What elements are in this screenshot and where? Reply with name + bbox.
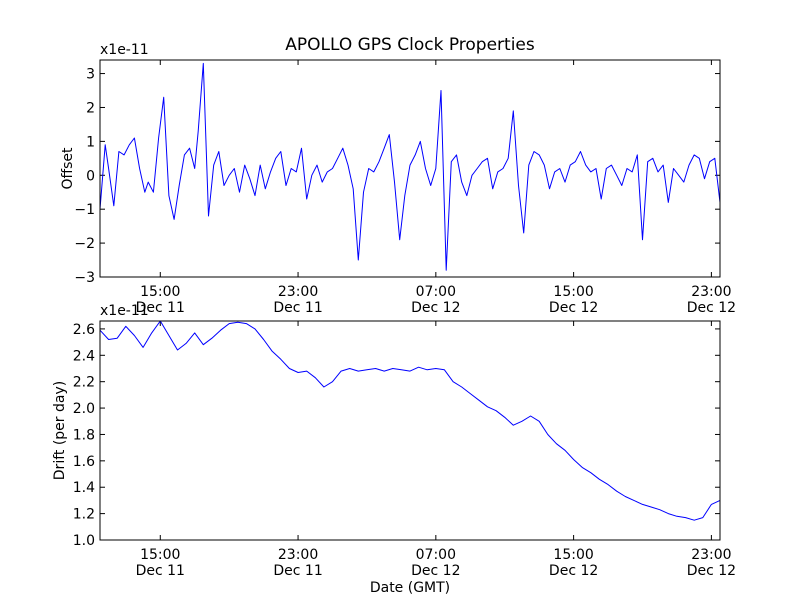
offset-series-line	[99, 62, 721, 271]
drift-x-tick-label-date: Dec 12	[687, 563, 736, 579]
offset-x-tick-label-date: Dec 12	[411, 300, 460, 316]
chart-title: APOLLO GPS Clock Properties	[285, 35, 535, 55]
offset-y-tick-label: 0	[86, 168, 95, 184]
drift-y-tick-label: 1.4	[73, 480, 95, 496]
offset-y-tick-label: 3	[86, 67, 95, 83]
drift-x-axis-label: Date (GMT)	[370, 580, 450, 596]
drift-y-offset-text: x1e-11	[100, 303, 149, 319]
offset-ticks	[100, 60, 720, 278]
offset-x-tick-label-date: Dec 11	[273, 300, 322, 316]
drift-x-tick-label-date: Dec 11	[136, 563, 185, 579]
offset-x-tick-label-date: Dec 12	[687, 300, 736, 316]
drift-x-tick-label-date: Dec 12	[411, 563, 460, 579]
drift-x-tick-label-time: 07:00	[416, 547, 456, 563]
offset-axes-frame	[99, 59, 721, 278]
offset-x-tick-label-time: 07:00	[416, 284, 456, 300]
drift-ticks	[100, 321, 720, 541]
drift-series-line	[99, 320, 721, 521]
offset-x-tick-label-time: 23:00	[691, 284, 731, 300]
drift-x-tick-label-time: 23:00	[691, 547, 731, 563]
offset-y-tick-label: −1	[74, 202, 95, 218]
drift-y-tick-label: 1.6	[73, 454, 95, 470]
offset-y-tick-label: −3	[74, 270, 95, 286]
offset-x-tick-label-date: Dec 11	[136, 300, 185, 316]
drift-axes-frame	[99, 320, 721, 541]
drift-y-tick-label: 2.6	[73, 322, 95, 338]
drift-series	[99, 320, 721, 521]
drift-y-tick-labels: 1.0 1.2 1.4 1.6 1.8 2.0 2.2 2.4 2.6	[73, 322, 95, 549]
drift-y-tick-label: 2.0	[73, 401, 95, 417]
drift-x-tick-label-date: Dec 12	[549, 563, 598, 579]
offset-x-tick-label-time: 15:00	[553, 284, 593, 300]
offset-y-tick-label: 1	[86, 134, 95, 150]
drift-x-tick-label-date: Dec 11	[273, 563, 322, 579]
offset-x-tick-label-time: 23:00	[278, 284, 318, 300]
drift-y-axis-label: Drift (per day)	[52, 381, 68, 480]
offset-x-tick-label-time: 15:00	[140, 284, 180, 300]
drift-y-tick-label: 1.0	[73, 533, 95, 549]
drift-y-tick-label: 1.2	[73, 507, 95, 523]
drift-x-tick-label-time: 15:00	[553, 547, 593, 563]
offset-y-tick-label: 2	[86, 100, 95, 116]
drift-x-tick-label-time: 23:00	[278, 547, 318, 563]
drift-y-tick-label: 2.4	[73, 348, 95, 364]
drift-x-tick-label-time: 15:00	[140, 547, 180, 563]
offset-x-tick-label-date: Dec 12	[549, 300, 598, 316]
offset-y-offset-text: x1e-11	[100, 42, 149, 58]
offset-y-tick-labels: −3 −2 −1 0 1 2 3	[74, 67, 95, 286]
drift-y-tick-label: 1.8	[73, 427, 95, 443]
offset-y-tick-label: −2	[74, 236, 95, 252]
offset-series	[99, 62, 721, 271]
offset-y-axis-label: Offset	[60, 147, 76, 190]
drift-y-tick-label: 2.2	[73, 375, 95, 391]
